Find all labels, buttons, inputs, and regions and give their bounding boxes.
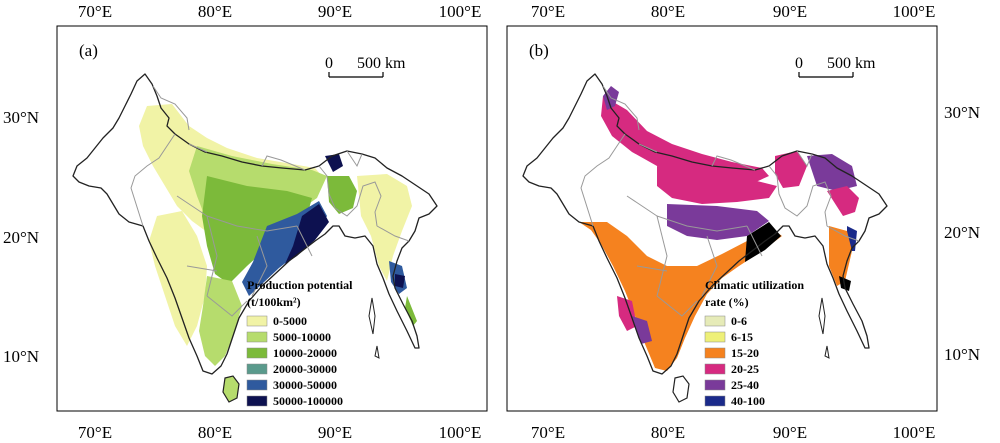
tick-top-a-80: 80°E — [198, 2, 232, 21]
tick-top-b-90: 90°E — [773, 2, 807, 21]
legend-swatch — [246, 395, 268, 407]
legend-label: 0-6 — [731, 314, 747, 328]
legend-b-title-2: rate (%) — [705, 295, 749, 309]
panel-a-map — [72, 73, 438, 403]
tick-top-b-100: 100°E — [893, 2, 936, 21]
panel-b-frame — [506, 25, 938, 412]
legend-swatch — [246, 363, 268, 375]
legend-swatch — [704, 315, 726, 327]
tick-top-a-70: 70°E — [78, 2, 112, 21]
tick-bottom-a-80: 80°E — [198, 423, 232, 442]
legend-a-title-2: (t/100km²) — [247, 295, 301, 309]
tick-bottom-b-100: 100°E — [893, 423, 936, 442]
legend-label: 10000-20000 — [273, 346, 337, 360]
tick-top-b-70: 70°E — [531, 2, 565, 21]
panel-a: (a) 0 500 km Production potential (t/100… — [56, 25, 488, 412]
tick-right-10: 10°N — [944, 345, 980, 364]
panel-b-label: (b) — [529, 41, 549, 60]
panel-b-map — [522, 73, 888, 403]
panel-b: (b) 0 500 km Climatic utilization rate (… — [506, 25, 938, 412]
panel-a-frame — [56, 25, 488, 412]
tick-right-20: 20°N — [944, 223, 980, 242]
legend-label: 50000-100000 — [273, 394, 343, 408]
legend-a-title-1: Production potential — [247, 278, 353, 292]
tick-right-30: 30°N — [944, 103, 980, 122]
legend-swatch — [246, 315, 268, 327]
scale-zero: 0 — [325, 55, 333, 72]
legend-swatch — [704, 379, 726, 391]
tick-bottom-b-90: 90°E — [773, 423, 807, 442]
legend-label: 20000-30000 — [273, 362, 337, 376]
tick-top-a-90: 90°E — [318, 2, 352, 21]
scale-distance: 500 km — [357, 55, 406, 72]
legend-swatch — [704, 347, 726, 359]
tick-bottom-b-80: 80°E — [651, 423, 685, 442]
tick-top-a-100: 100°E — [439, 2, 482, 21]
tick-left-30: 30°N — [3, 108, 39, 127]
legend-label: 40-100 — [731, 394, 765, 408]
panel-b-scale-bar: 0 500 km — [795, 55, 876, 78]
legend-swatch — [246, 347, 268, 359]
tick-top-b-80: 80°E — [651, 2, 685, 21]
legend-b-title-1: Climatic utilization — [705, 278, 804, 292]
scale-zero: 0 — [795, 55, 803, 72]
legend-swatch — [704, 331, 726, 343]
tick-bottom-a-70: 70°E — [78, 423, 112, 442]
legend-label: 25-40 — [731, 378, 759, 392]
tick-left-20: 20°N — [3, 228, 39, 247]
axis-labels: 70°E 80°E 90°E 100°E 70°E 80°E 90°E 100°… — [3, 2, 980, 442]
panel-b-legend: Climatic utilization rate (%) 0-6 6-15 15-… — [704, 278, 804, 408]
legend-label: 0-5000 — [273, 314, 307, 328]
tick-bottom-a-100: 100°E — [439, 423, 482, 442]
legend-label: 20-25 — [731, 362, 759, 376]
tick-left-10: 10°N — [3, 347, 39, 366]
legend-label: 6-15 — [731, 330, 753, 344]
panel-a-legend: Production potential (t/100km²) 0-5000 50… — [246, 278, 353, 408]
legend-label: 5000-10000 — [273, 330, 331, 344]
legend-label: 30000-50000 — [273, 378, 337, 392]
legend-label: 15-20 — [731, 346, 759, 360]
legend-swatch — [704, 395, 726, 407]
legend-swatch — [246, 331, 268, 343]
panel-a-scale-bar: 0 500 km — [325, 55, 406, 78]
scale-distance: 500 km — [827, 55, 876, 72]
tick-bottom-a-90: 90°E — [318, 423, 352, 442]
panel-a-label: (a) — [79, 41, 98, 60]
tick-bottom-b-70: 70°E — [531, 423, 565, 442]
legend-swatch — [704, 363, 726, 375]
legend-swatch — [246, 379, 268, 391]
